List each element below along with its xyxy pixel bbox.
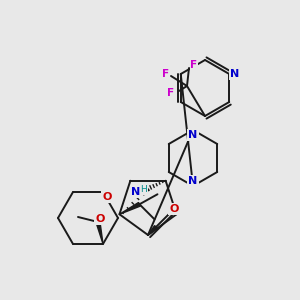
Polygon shape bbox=[96, 221, 103, 244]
Text: N: N bbox=[131, 187, 140, 197]
Text: H: H bbox=[140, 185, 147, 194]
Polygon shape bbox=[119, 202, 140, 214]
Text: O: O bbox=[95, 214, 105, 224]
Text: F: F bbox=[190, 60, 198, 70]
Polygon shape bbox=[148, 226, 158, 235]
Text: O: O bbox=[102, 192, 112, 202]
Text: N: N bbox=[188, 130, 198, 140]
Text: F: F bbox=[162, 69, 169, 79]
Text: N: N bbox=[188, 176, 198, 186]
Text: O: O bbox=[169, 204, 179, 214]
Text: F: F bbox=[167, 88, 175, 98]
Text: N: N bbox=[230, 69, 239, 79]
